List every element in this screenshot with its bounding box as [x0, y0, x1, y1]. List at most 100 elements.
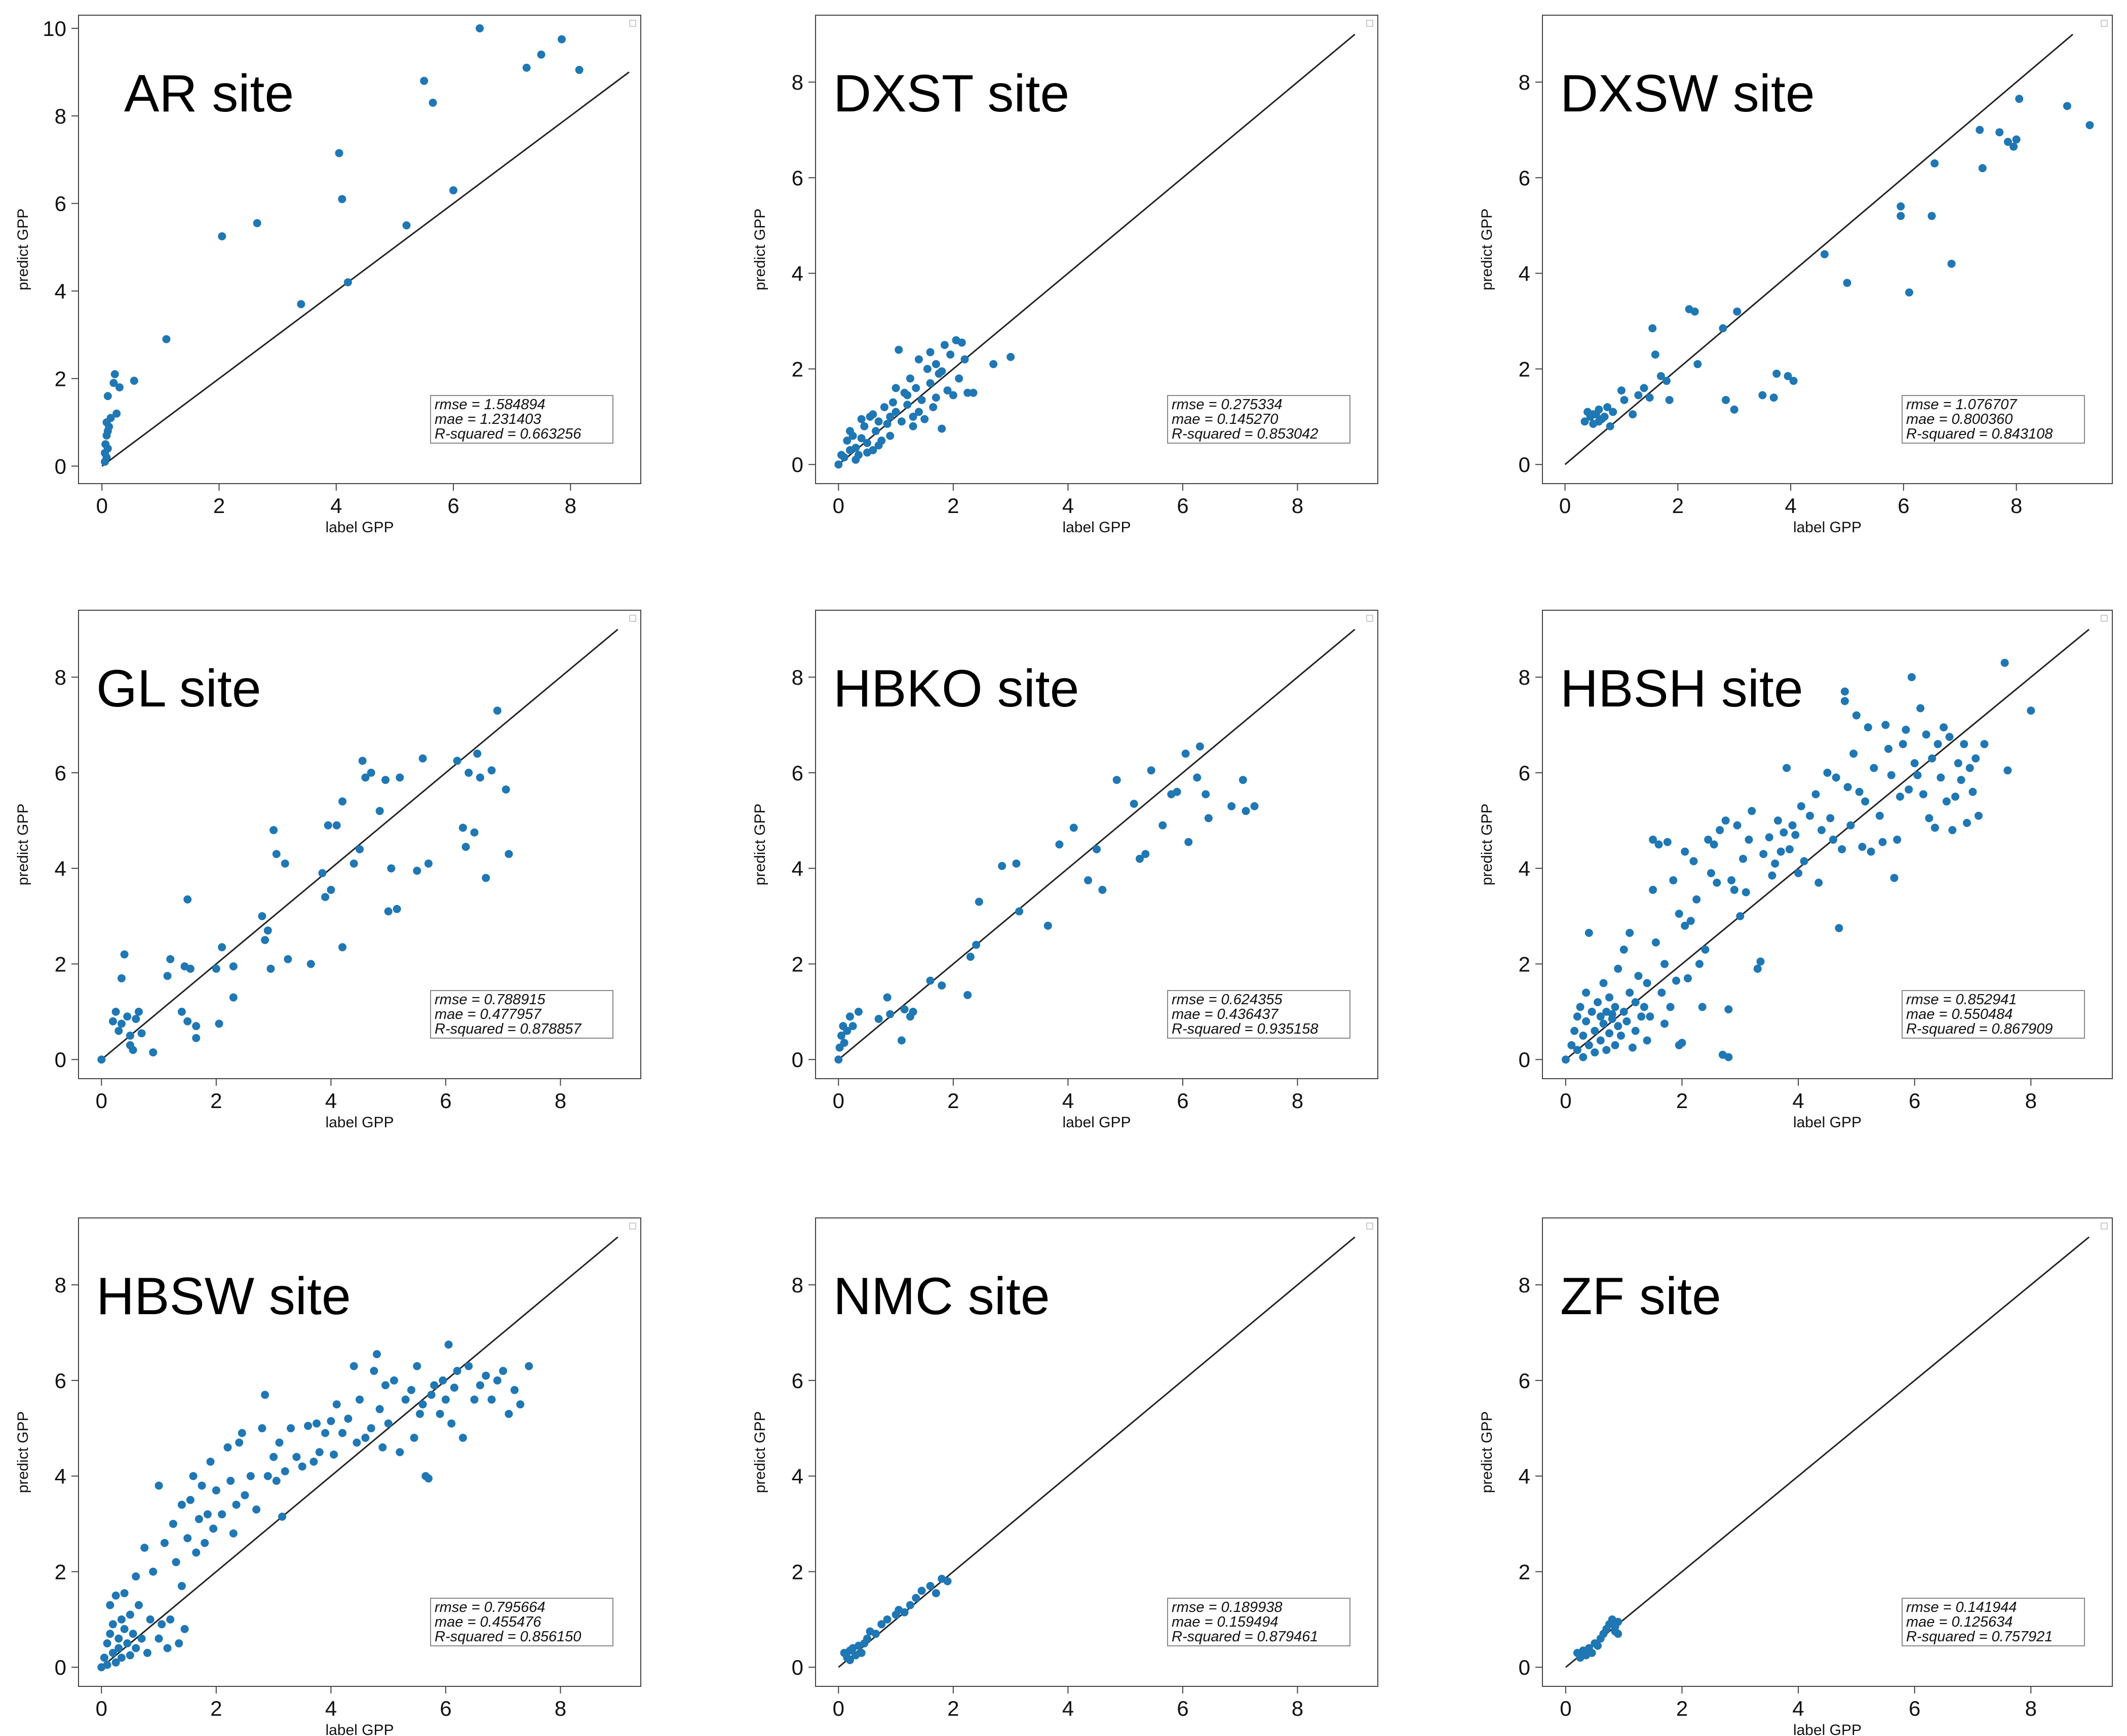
x-axis-label: label GPP [1793, 1114, 1862, 1131]
x-tick-label: 4 [1792, 1089, 1804, 1113]
data-point [137, 1634, 146, 1643]
data-point [1968, 787, 1977, 796]
data-point [1662, 377, 1671, 385]
data-point [1925, 814, 1933, 822]
x-tick-label: 6 [1177, 494, 1188, 518]
data-point [350, 1362, 358, 1370]
data-point [263, 1472, 272, 1480]
site-title: HBSW site [96, 1267, 351, 1326]
data-point [883, 993, 892, 1002]
data-point [1800, 857, 1808, 865]
data-point [108, 1017, 117, 1025]
data-point [1963, 819, 1971, 827]
data-point [384, 1419, 393, 1428]
data-point [209, 1524, 218, 1533]
data-point [126, 1651, 134, 1660]
data-point [575, 66, 584, 74]
x-tick-label: 0 [1559, 494, 1571, 518]
data-point [154, 1634, 163, 1643]
data-point [1765, 833, 1773, 842]
panel-ar: 0 2 4 6 8 0 2 4 6 8 10 label GPP predict GPP AR site r… [15, 15, 641, 536]
data-point [281, 1467, 289, 1476]
data-point [837, 1032, 845, 1040]
data-point [1202, 790, 1210, 799]
data-point [115, 383, 124, 391]
data-point [163, 972, 172, 980]
data-point [1591, 1027, 1599, 1035]
data-point [874, 441, 883, 450]
data-point [1605, 993, 1614, 1002]
data-point [1007, 352, 1015, 361]
metric-line: R-squared = 0.867909 [1906, 1021, 2053, 1037]
data-point [1758, 391, 1767, 400]
data-point [321, 1429, 330, 1437]
data-point [874, 1015, 883, 1023]
data-point [1584, 929, 1593, 937]
data-point [960, 355, 969, 364]
data-point [458, 823, 467, 832]
data-point [375, 1405, 384, 1413]
x-tick-label: 4 [1062, 1089, 1074, 1113]
data-point [1594, 1641, 1602, 1650]
data-point [361, 1434, 370, 1442]
x-tick-label: 0 [1560, 1696, 1571, 1720]
data-point [843, 1027, 852, 1035]
data-point [439, 1376, 447, 1385]
data-point [1173, 787, 1181, 796]
data-point [487, 1395, 496, 1404]
data-point [1595, 417, 1603, 426]
data-point [132, 1572, 140, 1581]
y-tick-label: 8 [792, 665, 803, 689]
data-point [1843, 279, 1851, 287]
data-point [315, 1448, 324, 1456]
data-point [1648, 324, 1657, 333]
reference-line [838, 1236, 1356, 1668]
data-point [1947, 259, 1956, 268]
x-tick-label: 0 [96, 1089, 107, 1113]
data-point [874, 417, 883, 426]
data-point [1600, 412, 1609, 421]
data-point [1940, 723, 1948, 732]
data-point [106, 1601, 114, 1609]
data-point [1573, 1012, 1581, 1021]
data-point [327, 1417, 335, 1426]
data-point [482, 874, 490, 882]
data-point [358, 757, 367, 765]
y-tick-label: 8 [55, 665, 66, 689]
data-point [1928, 754, 1937, 763]
data-point [130, 376, 138, 385]
x-tick-label: 8 [2025, 1696, 2037, 1720]
data-point [327, 886, 335, 894]
x-tick-label: 2 [947, 494, 959, 518]
data-point [906, 1601, 914, 1609]
data-point [1867, 847, 1875, 856]
data-point [1832, 773, 1840, 782]
y-tick-label: 4 [1519, 1465, 1530, 1488]
data-point [871, 427, 880, 436]
metrics-box [1902, 990, 2085, 1039]
data-point [897, 417, 906, 426]
data-point [1730, 886, 1738, 894]
x-tick-label: 8 [2025, 1089, 2037, 1113]
data-point [1596, 1012, 1605, 1021]
data-point [1622, 1017, 1631, 1025]
data-point [453, 1367, 461, 1375]
data-point [975, 897, 983, 906]
data-point [1913, 771, 1922, 779]
data-point [1884, 744, 1893, 753]
data-point [2000, 658, 2009, 667]
data-point [1905, 785, 1913, 794]
metric-line: mae = 0.550484 [1906, 1006, 2013, 1022]
data-point [1897, 212, 1905, 220]
data-point [1954, 759, 1962, 768]
data-point [258, 1424, 266, 1433]
data-point [923, 365, 932, 373]
data-point [218, 943, 226, 952]
y-tick-label: 2 [792, 357, 803, 381]
data-point [1181, 749, 1190, 758]
data-point [840, 453, 848, 462]
data-point [238, 1429, 246, 1437]
data-point [123, 1639, 132, 1648]
data-point [447, 1419, 456, 1428]
data-point [499, 1367, 508, 1375]
